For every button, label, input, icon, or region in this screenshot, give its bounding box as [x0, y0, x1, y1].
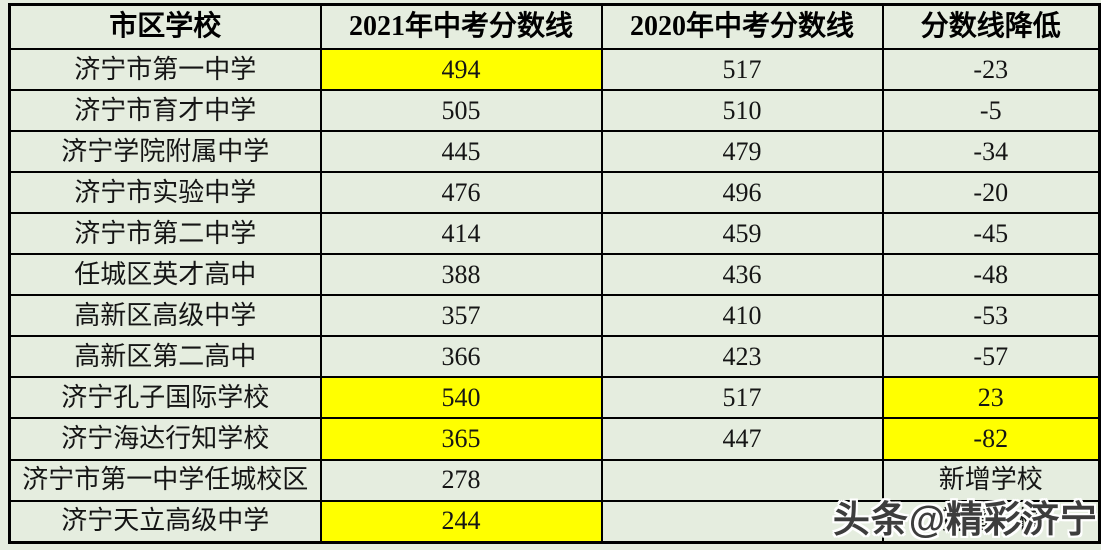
score-2020-cell: 436 [600, 253, 884, 297]
diff-cell: -34 [881, 130, 1101, 174]
header-row: 市区学校 2021年中考分数线 2020年中考分数线 分数线降低 [8, 3, 1101, 51]
school-cell: 济宁海达行知学校 [8, 417, 322, 461]
score-2020-cell: 496 [600, 171, 884, 215]
diff-cell: 23 [881, 376, 1101, 420]
score-2021-cell: 476 [319, 171, 603, 215]
school-cell: 济宁市第二中学 [8, 212, 322, 256]
school-cell: 济宁市育才中学 [8, 89, 322, 133]
score-2020-cell: 459 [600, 212, 884, 256]
table-row: 济宁市第二中学 414 459 -45 [8, 212, 1101, 256]
score-2021-cell: 244 [319, 499, 603, 544]
score-2021-cell: 414 [319, 212, 603, 256]
diff-cell: -48 [881, 253, 1101, 297]
score-2020-cell: 517 [600, 48, 884, 92]
score-2021-cell: 366 [319, 335, 603, 379]
diff-cell: -5 [881, 89, 1101, 133]
table-row: 济宁孔子国际学校 540 517 23 [8, 376, 1101, 420]
school-cell: 高新区第二高中 [8, 335, 322, 379]
score-2020-cell [600, 499, 884, 544]
table-row: 任城区英才高中 388 436 -48 [8, 253, 1101, 297]
watermark: 头条@精彩济宁 [832, 499, 1098, 540]
table-row: 济宁市育才中学 505 510 -5 [8, 89, 1101, 133]
score-2021-cell: 278 [319, 458, 603, 502]
score-2021-cell: 505 [319, 89, 603, 133]
school-cell: 济宁市实验中学 [8, 171, 322, 215]
score-2021-cell: 365 [319, 417, 603, 461]
school-cell: 济宁市第一中学任城校区 [8, 458, 322, 502]
table-row: 高新区高级中学 357 410 -53 [8, 294, 1101, 338]
table-row: 济宁市实验中学 476 496 -20 [8, 171, 1101, 215]
score-2020-cell: 447 [600, 417, 884, 461]
header-2021-column: 2021年中考分数线 [319, 3, 603, 51]
score-2021-cell: 357 [319, 294, 603, 338]
diff-cell: -45 [881, 212, 1101, 256]
header-2020-column: 2020年中考分数线 [600, 3, 884, 51]
score-2021-cell: 494 [319, 48, 603, 92]
table-row: 高新区第二高中 366 423 -57 [8, 335, 1101, 379]
score-2020-cell: 410 [600, 294, 884, 338]
diff-cell: -53 [881, 294, 1101, 338]
table-row: 济宁市第一中学任城校区 278 新增学校 [8, 458, 1101, 502]
header-diff-column: 分数线降低 [881, 3, 1101, 51]
score-2020-cell [600, 458, 884, 502]
score-lines-table: 市区学校 2021年中考分数线 2020年中考分数线 分数线降低 济宁市第一中学… [8, 3, 1101, 544]
school-cell: 任城区英才高中 [8, 253, 322, 297]
diff-cell: -23 [881, 48, 1101, 92]
diff-cell: -20 [881, 171, 1101, 215]
table-row: 济宁天立高级中学 244 新增学校 [8, 499, 1101, 544]
score-2020-cell: 517 [600, 376, 884, 420]
school-cell: 济宁市第一中学 [8, 48, 322, 92]
score-2021-cell: 540 [319, 376, 603, 420]
score-2020-cell: 423 [600, 335, 884, 379]
diff-cell: -82 [881, 417, 1101, 461]
score-2020-cell: 479 [600, 130, 884, 174]
score-2021-cell: 445 [319, 130, 603, 174]
table-row: 济宁海达行知学校 365 447 -82 [8, 417, 1101, 461]
diff-cell: 新增学校 [881, 458, 1101, 502]
score-2020-cell: 510 [600, 89, 884, 133]
school-cell: 济宁学院附属中学 [8, 130, 322, 174]
table-row: 济宁学院附属中学 445 479 -34 [8, 130, 1101, 174]
diff-cell: -57 [881, 335, 1101, 379]
diff-cell: 新增学校 [881, 499, 1101, 544]
school-cell: 济宁孔子国际学校 [8, 376, 322, 420]
header-school-column: 市区学校 [8, 3, 322, 51]
school-cell: 济宁天立高级中学 [8, 499, 322, 544]
table-row: 济宁市第一中学 494 517 -23 [8, 48, 1101, 92]
school-cell: 高新区高级中学 [8, 294, 322, 338]
score-2021-cell: 388 [319, 253, 603, 297]
